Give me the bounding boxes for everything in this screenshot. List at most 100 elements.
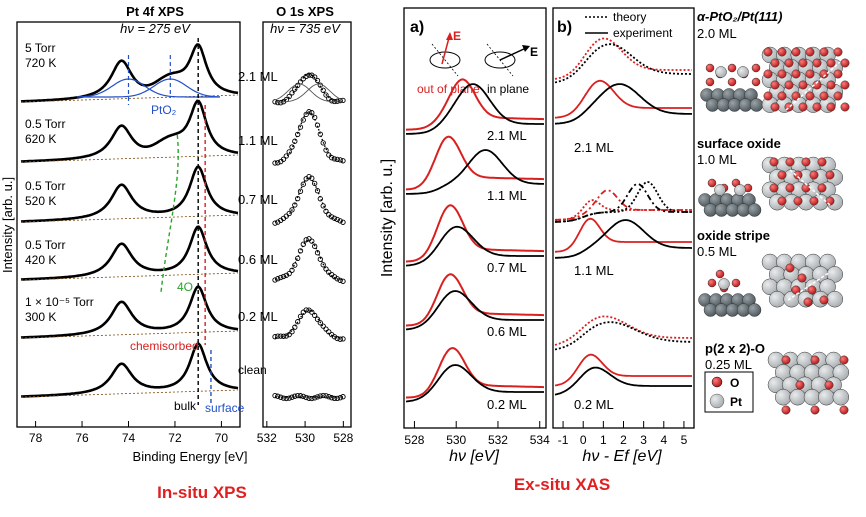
ml-label: 0.6 ML xyxy=(487,324,527,339)
xas-b-exp-oop xyxy=(554,79,692,119)
o-atom xyxy=(833,91,843,101)
xas-b-xlabel: hν - Ef [eV] xyxy=(582,448,662,465)
o-atom xyxy=(833,69,843,79)
model-title: oxide stripe xyxy=(697,228,770,243)
o-atom xyxy=(839,355,849,365)
o1s-point xyxy=(275,99,281,106)
xas-b-theory-ip xyxy=(554,181,692,223)
o1s-point xyxy=(320,87,326,93)
legend-experiment: experiment xyxy=(613,26,673,40)
xas-b-panel: b) theory experiment hν - Ef [eV] 2.1 ML… xyxy=(552,7,695,465)
model-title: p(2 x 2)-O xyxy=(705,341,765,356)
cond-pressure: 5 Torr xyxy=(25,41,55,55)
o-atom xyxy=(812,80,822,90)
bulk-label: bulk xyxy=(174,399,197,413)
polarization-inset: E E out of plane in plane xyxy=(417,29,538,96)
xas-b-theory-oop xyxy=(554,199,692,221)
o1s-point xyxy=(314,122,321,128)
pt-atom xyxy=(832,388,850,406)
o1s-point xyxy=(323,393,329,399)
o1s-point xyxy=(331,215,338,221)
ml-label: 0.7 ML xyxy=(487,260,527,275)
o1s-point xyxy=(312,395,318,401)
o-atom xyxy=(797,273,807,283)
o1s-point xyxy=(272,392,278,399)
o-atom xyxy=(809,196,819,206)
o1s-point xyxy=(295,195,301,202)
pt-atom xyxy=(832,364,850,381)
xps-curves xyxy=(20,38,239,405)
o1s-point xyxy=(278,274,284,281)
o1s-point xyxy=(337,97,343,104)
o1s-point xyxy=(306,173,312,180)
o1s-point xyxy=(340,278,346,284)
o1s-point xyxy=(334,395,340,402)
xas-b-exp-oop xyxy=(554,353,692,387)
model-title: α-PtO₂/Pt(111) xyxy=(697,9,783,24)
o-atom xyxy=(707,278,717,288)
o1s-point xyxy=(286,270,292,277)
xtick-label: -1 xyxy=(558,433,569,447)
xas-a-out-of-plane xyxy=(406,204,544,263)
o-atom xyxy=(798,58,808,68)
pt-atom xyxy=(826,290,844,308)
ml-label: 2.1 ML xyxy=(238,69,278,84)
o1s-point xyxy=(286,331,292,338)
xps-spectrum xyxy=(21,342,239,398)
o-atom xyxy=(763,69,773,79)
o-atom xyxy=(791,47,801,57)
o-atom xyxy=(781,355,791,365)
o-atom xyxy=(785,157,795,167)
o-atom xyxy=(763,47,773,57)
cond-pressure: 1 × 10⁻⁵ Torr xyxy=(25,295,94,309)
o1s-point xyxy=(337,218,343,224)
o1s-point xyxy=(289,90,295,96)
o-atom xyxy=(777,91,787,101)
o1s-point xyxy=(334,98,340,104)
ml-label: 0.2 ML xyxy=(238,309,278,324)
o-atom xyxy=(812,102,822,112)
xas-a-in-plane xyxy=(405,225,544,267)
o1s-point xyxy=(329,214,335,220)
o1s-point xyxy=(286,149,292,155)
o1s-point xyxy=(283,153,289,159)
o-atom xyxy=(785,183,795,193)
o-atom xyxy=(727,77,737,87)
cond-pressure: 0.5 Torr xyxy=(25,179,65,193)
o1s-point xyxy=(314,394,321,400)
o1s-point xyxy=(303,73,309,80)
o-atom xyxy=(770,102,780,112)
xas-b-theory-oop xyxy=(554,315,692,346)
o-atom xyxy=(777,170,787,180)
o1s-point xyxy=(314,188,321,194)
o1s-point xyxy=(275,393,281,399)
e-label: E xyxy=(530,45,538,59)
o1s-point xyxy=(317,196,323,202)
xps-background xyxy=(20,154,239,163)
o1s-point xyxy=(303,394,309,401)
o1s-point xyxy=(286,395,292,401)
xas-a-in-plane xyxy=(405,290,544,331)
o1s-point xyxy=(275,333,281,339)
o1s-point xyxy=(309,175,315,181)
o1s-point xyxy=(283,213,289,219)
pt-atom xyxy=(747,303,762,317)
o-atom xyxy=(803,297,813,307)
o1s-point xyxy=(280,333,287,339)
o1s-point xyxy=(286,210,292,217)
o1s-point xyxy=(295,255,301,262)
o1s-point xyxy=(300,181,306,187)
o1s-point xyxy=(278,394,284,400)
o1s-point xyxy=(312,243,318,249)
o-atom xyxy=(769,157,779,167)
unit-cell-line xyxy=(789,169,831,206)
xas-a-in-plane xyxy=(406,83,544,135)
xas-b-exp-ip xyxy=(555,219,692,259)
xas-b-exp-oop xyxy=(554,217,692,253)
xtick-label: 78 xyxy=(29,431,43,445)
xas-a-ylabel: Intensity [arb. u.] xyxy=(379,159,396,277)
o1s-point xyxy=(314,250,321,256)
xas-a-panel: a) Intensity [arb. u.] hν [eV] E E out o… xyxy=(379,7,550,465)
o-atom xyxy=(751,63,761,73)
o1s-point xyxy=(334,335,340,342)
